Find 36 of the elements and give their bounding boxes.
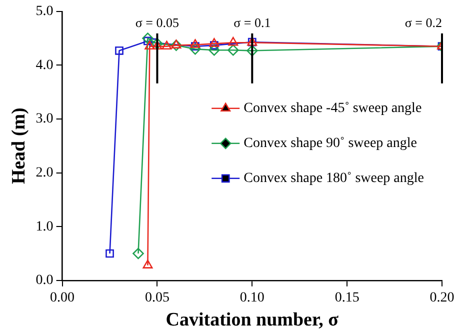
y-tick-label: 2.0: [36, 165, 54, 180]
x-tick-label: 0.10: [240, 290, 264, 306]
y-tick-label: 0.0: [36, 273, 54, 288]
point: [228, 36, 238, 46]
point: [209, 38, 220, 47]
y-tick-label: 1.0: [36, 219, 54, 234]
y-tick-label: 3.0: [36, 112, 54, 127]
point: [190, 43, 201, 55]
ref-line-label: σ = 0.1: [234, 14, 271, 30]
ref-line-label: σ = 0.2: [404, 14, 442, 30]
y-tick-label: 5.0: [36, 4, 54, 20]
point: [144, 40, 155, 50]
point: [106, 249, 114, 258]
ref-line-label: σ = 0.05: [135, 14, 180, 30]
x-axis-title: Cavitation number, σ: [166, 310, 340, 331]
y-axis-title: Head (m): [8, 108, 30, 184]
legend-label: Convex shape -45˚ sweep angle: [244, 101, 422, 116]
point: [210, 41, 218, 50]
point: [152, 40, 162, 50]
point: [142, 32, 154, 44]
x-tick-label: 0.15: [334, 290, 360, 306]
point: [142, 260, 153, 268]
point: [246, 45, 258, 56]
legend-label: Convex shape 90˚ sweep angle: [244, 136, 418, 152]
point: [115, 46, 124, 55]
point: [162, 40, 172, 50]
point: [190, 39, 200, 48]
point: [171, 40, 182, 48]
x-tick-label: 0.20: [430, 290, 454, 306]
y-tick-label: 4.0: [36, 58, 54, 73]
legend-label: Convex shape 180˚ sweep angle: [244, 171, 424, 186]
point: [208, 44, 220, 56]
point: [228, 44, 239, 56]
point: [132, 248, 144, 260]
x-tick-label: 0.05: [144, 290, 170, 306]
x-tick-label: 0.00: [50, 290, 75, 306]
